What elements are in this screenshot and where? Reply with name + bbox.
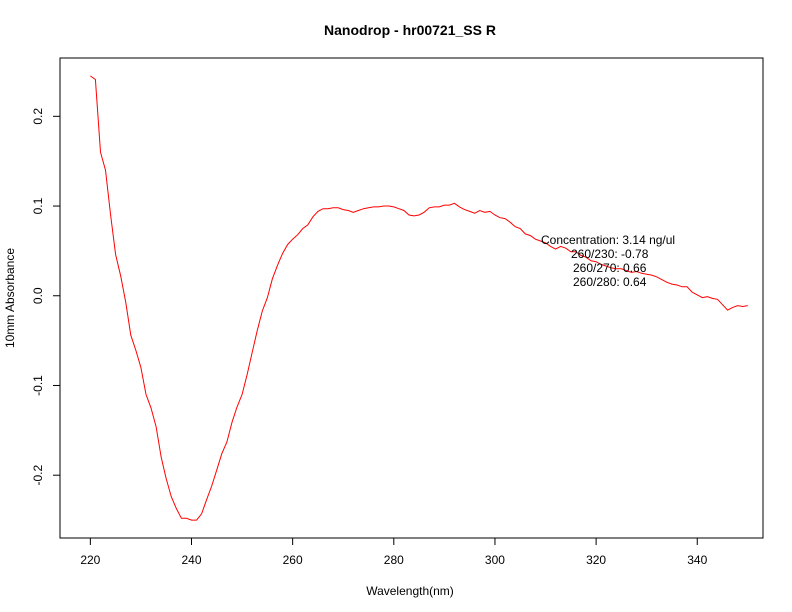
annotation-concentration: Concentration: 3.14 ng/ul: [541, 233, 675, 247]
x-tick-label: 320: [586, 553, 606, 567]
y-axis: -0.2 -0.1 0.0 0.1 0.2: [31, 108, 61, 486]
y-axis-label: 10mm Absorbance: [3, 248, 17, 348]
x-tick-label: 220: [80, 553, 100, 567]
y-tick-label: 0.1: [31, 197, 45, 214]
y-tick-label: -0.2: [31, 465, 45, 486]
y-tick-label: -0.1: [31, 375, 45, 396]
x-axis-label: Wavelength(nm): [366, 584, 454, 598]
chart-title: Nanodrop - hr00721_SS R: [324, 22, 496, 38]
series-line: [90, 75, 748, 521]
x-tick-label: 340: [687, 553, 707, 567]
plot-area-border: [59, 57, 764, 539]
annotation-260-280: 260/280: 0.64: [573, 275, 647, 289]
x-tick-label: 260: [283, 553, 303, 567]
x-tick-label: 300: [485, 553, 505, 567]
annotation-260-230: 260/230: -0.78: [571, 247, 649, 261]
annotations: Concentration: 3.14 ng/ul 260/230: -0.78…: [541, 233, 675, 289]
y-tick-label: 0.0: [31, 287, 45, 304]
x-axis: 220 240 260 280 300 320 340: [80, 537, 708, 567]
y-tick-label: 0.2: [31, 108, 45, 125]
x-tick-label: 280: [384, 553, 404, 567]
annotation-260-270: 260/270: 0.66: [573, 261, 647, 275]
x-tick-label: 240: [181, 553, 201, 567]
